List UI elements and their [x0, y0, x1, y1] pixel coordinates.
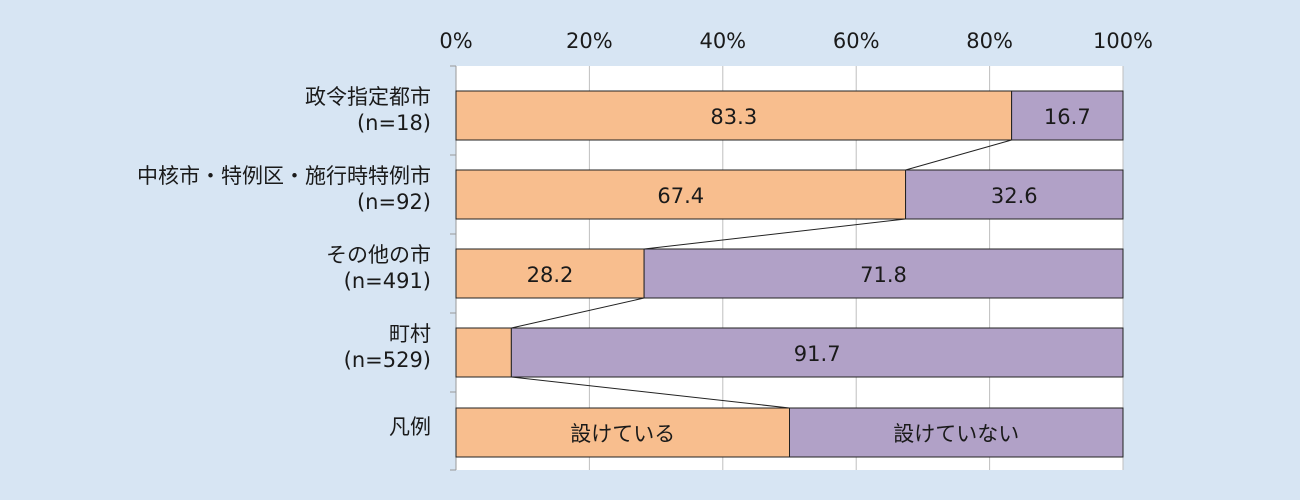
data-label-notset: 16.7 — [1044, 105, 1091, 129]
legend-title: 凡例 — [389, 415, 431, 439]
data-label-notset: 91.7 — [794, 342, 841, 366]
category-n: (n=92) — [357, 190, 431, 214]
x-tick-label: 20% — [566, 29, 613, 53]
bar-segment-notset — [643, 248, 1124, 299]
x-axis-ticks: 0% 20% 40% 60% 80% 100% — [439, 29, 1153, 53]
data-label-set: 83.3 — [710, 105, 757, 129]
series-lines-layer — [511, 139, 1012, 409]
bar-segment-set — [455, 90, 1013, 141]
bar-segment-notset — [905, 169, 1124, 220]
x-tick-label: 60% — [833, 29, 880, 53]
category-label: 町村 — [389, 322, 431, 346]
legend-swatch-notset — [789, 407, 1124, 458]
series-line — [511, 297, 645, 329]
category-n: (n=529) — [344, 348, 431, 372]
x-tick-label: 0% — [439, 29, 472, 53]
bars-layer — [455, 90, 1124, 458]
series-line — [644, 218, 906, 250]
category-label: その他の市 — [326, 243, 431, 267]
legend-swatch-set — [455, 407, 790, 458]
x-tick-label: 80% — [966, 29, 1013, 53]
legend-text-notset: 設けていない — [893, 422, 1019, 446]
category-n: (n=491) — [344, 269, 431, 293]
bar-segment-notset — [1011, 90, 1124, 141]
bar-segment-set — [455, 169, 907, 220]
data-label-set: 28.2 — [527, 263, 574, 287]
series-line — [905, 139, 1012, 171]
x-tick-label: 40% — [699, 29, 746, 53]
x-tick-label: 100% — [1093, 29, 1153, 53]
labels-layer: 83.3 16.7 政令指定都市(n=18) 67.4 32.6 中核市・特例区・施行時特… — [137, 85, 1091, 446]
bar-segment-notset — [510, 327, 1124, 378]
category-label: 政令指定都市 — [305, 85, 431, 109]
series-line — [511, 376, 790, 409]
category-n: (n=18) — [357, 111, 431, 135]
data-label-notset: 32.6 — [991, 184, 1038, 208]
category-label: 中核市・特例区・施行時特例市 — [137, 164, 431, 188]
bar-segment-set — [455, 327, 512, 378]
data-label-set: 67.4 — [657, 184, 704, 208]
bar-segment-set — [455, 248, 645, 299]
data-label-notset: 71.8 — [860, 263, 907, 287]
legend-text-set: 設けている — [570, 422, 675, 446]
